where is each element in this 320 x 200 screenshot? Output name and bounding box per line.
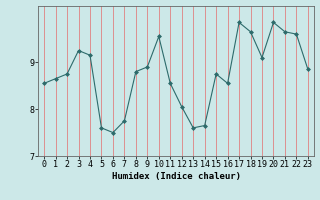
X-axis label: Humidex (Indice chaleur): Humidex (Indice chaleur)	[111, 172, 241, 181]
